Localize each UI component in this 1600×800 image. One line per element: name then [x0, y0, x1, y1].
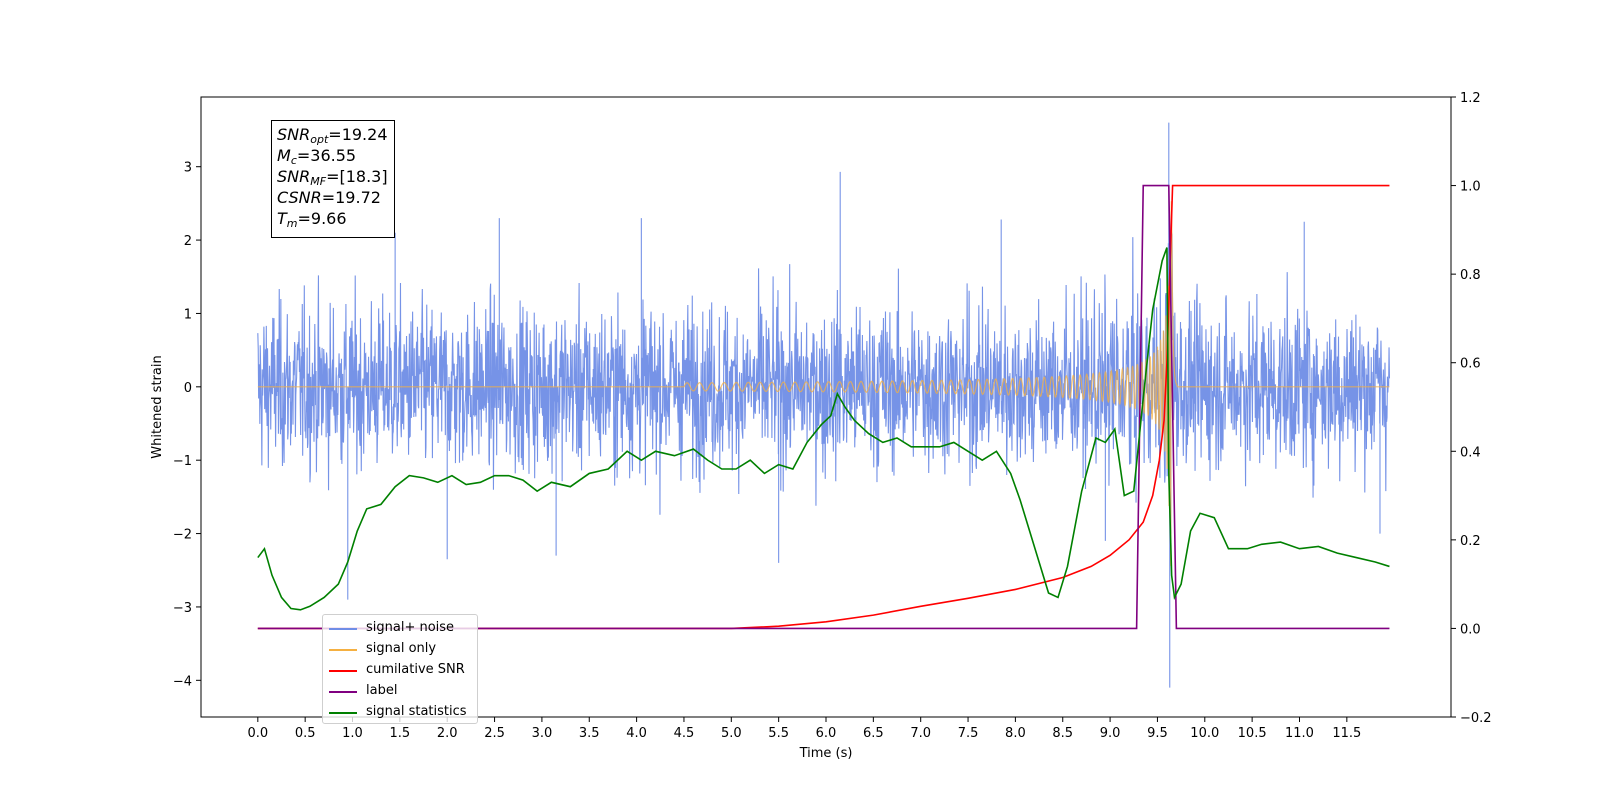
- y-right-tick-label: 1.2: [1460, 91, 1481, 106]
- series-label: [257, 184, 1390, 630]
- snr-mf-value: =[18.3]: [326, 167, 388, 186]
- x-tick-label: 10.0: [1190, 726, 1219, 741]
- x-tick-label: 1.0: [342, 726, 363, 741]
- x-tick-label: 6.5: [863, 726, 884, 741]
- x-tick-label: 6.0: [816, 726, 837, 741]
- y-left-tick-label: −3: [173, 601, 192, 616]
- x-tick-label: 7.5: [958, 726, 979, 741]
- y-right-tick-label: 0.0: [1460, 622, 1481, 637]
- legend-swatch: [329, 649, 357, 651]
- legend-label: signal only: [366, 641, 437, 656]
- x-tick-label: 4.0: [626, 726, 647, 741]
- y-right-tick-label: 0.2: [1460, 534, 1481, 549]
- x-tick-label: 8.0: [1005, 726, 1026, 741]
- x-tick-label: 2.0: [437, 726, 458, 741]
- legend-label: signal+ noise: [366, 620, 455, 635]
- legend-label: label: [366, 683, 398, 698]
- y-left-tick-label: −4: [173, 674, 192, 689]
- series-signal-statistics: [257, 247, 1390, 611]
- data-layer: [257, 122, 1390, 688]
- y-right-tick-label: 0.6: [1460, 357, 1481, 372]
- y-left-tick-label: 0: [184, 381, 192, 396]
- x-tick-label: 2.5: [484, 726, 505, 741]
- x-axis-label: Time (s): [799, 746, 853, 761]
- x-tick-label: 0.5: [295, 726, 316, 741]
- y-left-tick-label: −2: [173, 528, 192, 543]
- mc-row: Mc=36.55: [277, 146, 357, 167]
- axes-layer: 0.0 0.5 1.0 1.5 2.0 2.5 3.0 3.5 4.0 4.5 5.0 5.5 6.0 6…: [173, 91, 1492, 741]
- x-tick-label: 7.0: [910, 726, 931, 741]
- y-axis-label: Whitened strain: [150, 355, 165, 458]
- y-left-tick-label: −1: [173, 454, 192, 469]
- series-signal-noise: [257, 122, 1390, 688]
- snr-opt-value: =19.24: [328, 125, 388, 144]
- tm-row: Tm=9.66: [277, 209, 347, 230]
- snr-mf-row: SNRMF=[18.3]: [277, 167, 388, 188]
- series-cumulative-snr: [257, 184, 1390, 630]
- legend-swatch: [329, 628, 357, 630]
- x-tick-label: 9.0: [1100, 726, 1121, 741]
- y-left-tick-label: 2: [184, 234, 192, 249]
- y-right-tick-label: 0.8: [1460, 268, 1481, 283]
- legend-swatch: [329, 670, 357, 672]
- x-tick-label: 10.5: [1238, 726, 1267, 741]
- legend-item-label: label: [323, 681, 477, 702]
- x-tick-label: 8.5: [1052, 726, 1073, 741]
- legend-label: signal statistics: [366, 704, 467, 719]
- x-tick-label: 0.0: [247, 726, 268, 741]
- annotation-box: SNRopt=19.24 Mc=36.55 SNRMF=[18.3] CSNR=…: [271, 120, 395, 238]
- x-tick-label: 4.5: [674, 726, 695, 741]
- series-signal-only: [257, 201, 1390, 567]
- x-tick-label: 5.0: [721, 726, 742, 741]
- legend-swatch: [329, 691, 357, 693]
- legend-item-cumulative-snr: cumilative SNR: [323, 660, 477, 681]
- legend-label: cumilative SNR: [366, 662, 465, 677]
- x-tick-label: 1.5: [390, 726, 411, 741]
- y-left-tick-label: 1: [184, 307, 192, 322]
- legend-item-signal-statistics: signal statistics: [323, 702, 477, 723]
- y-right-tick-label: 1.0: [1460, 180, 1481, 195]
- mc-value: =36.55: [296, 146, 357, 165]
- x-tick-label: 3.5: [579, 726, 600, 741]
- legend-item-signal-only: signal only: [323, 639, 477, 660]
- x-tick-label: 11.5: [1332, 726, 1361, 741]
- snr-opt-row: SNRopt=19.24: [277, 125, 388, 146]
- x-tick-label: 5.5: [768, 726, 789, 741]
- x-tick-label: 3.0: [532, 726, 553, 741]
- x-tick-label: 9.5: [1147, 726, 1168, 741]
- y-right-tick-label: 0.4: [1460, 445, 1481, 460]
- tm-value: =9.66: [297, 209, 347, 228]
- x-tick-label: 11.0: [1285, 726, 1314, 741]
- csnr-value: =19.72: [321, 188, 381, 207]
- legend: signal+ noise signal only cumilative SNR…: [322, 614, 478, 724]
- y-right-tick-label: −0.2: [1460, 711, 1492, 726]
- legend-item-signal-noise: signal+ noise: [323, 618, 477, 639]
- legend-swatch: [329, 712, 357, 714]
- csnr-row: CSNR=19.72: [277, 188, 381, 207]
- y-left-tick-label: 3: [184, 161, 192, 176]
